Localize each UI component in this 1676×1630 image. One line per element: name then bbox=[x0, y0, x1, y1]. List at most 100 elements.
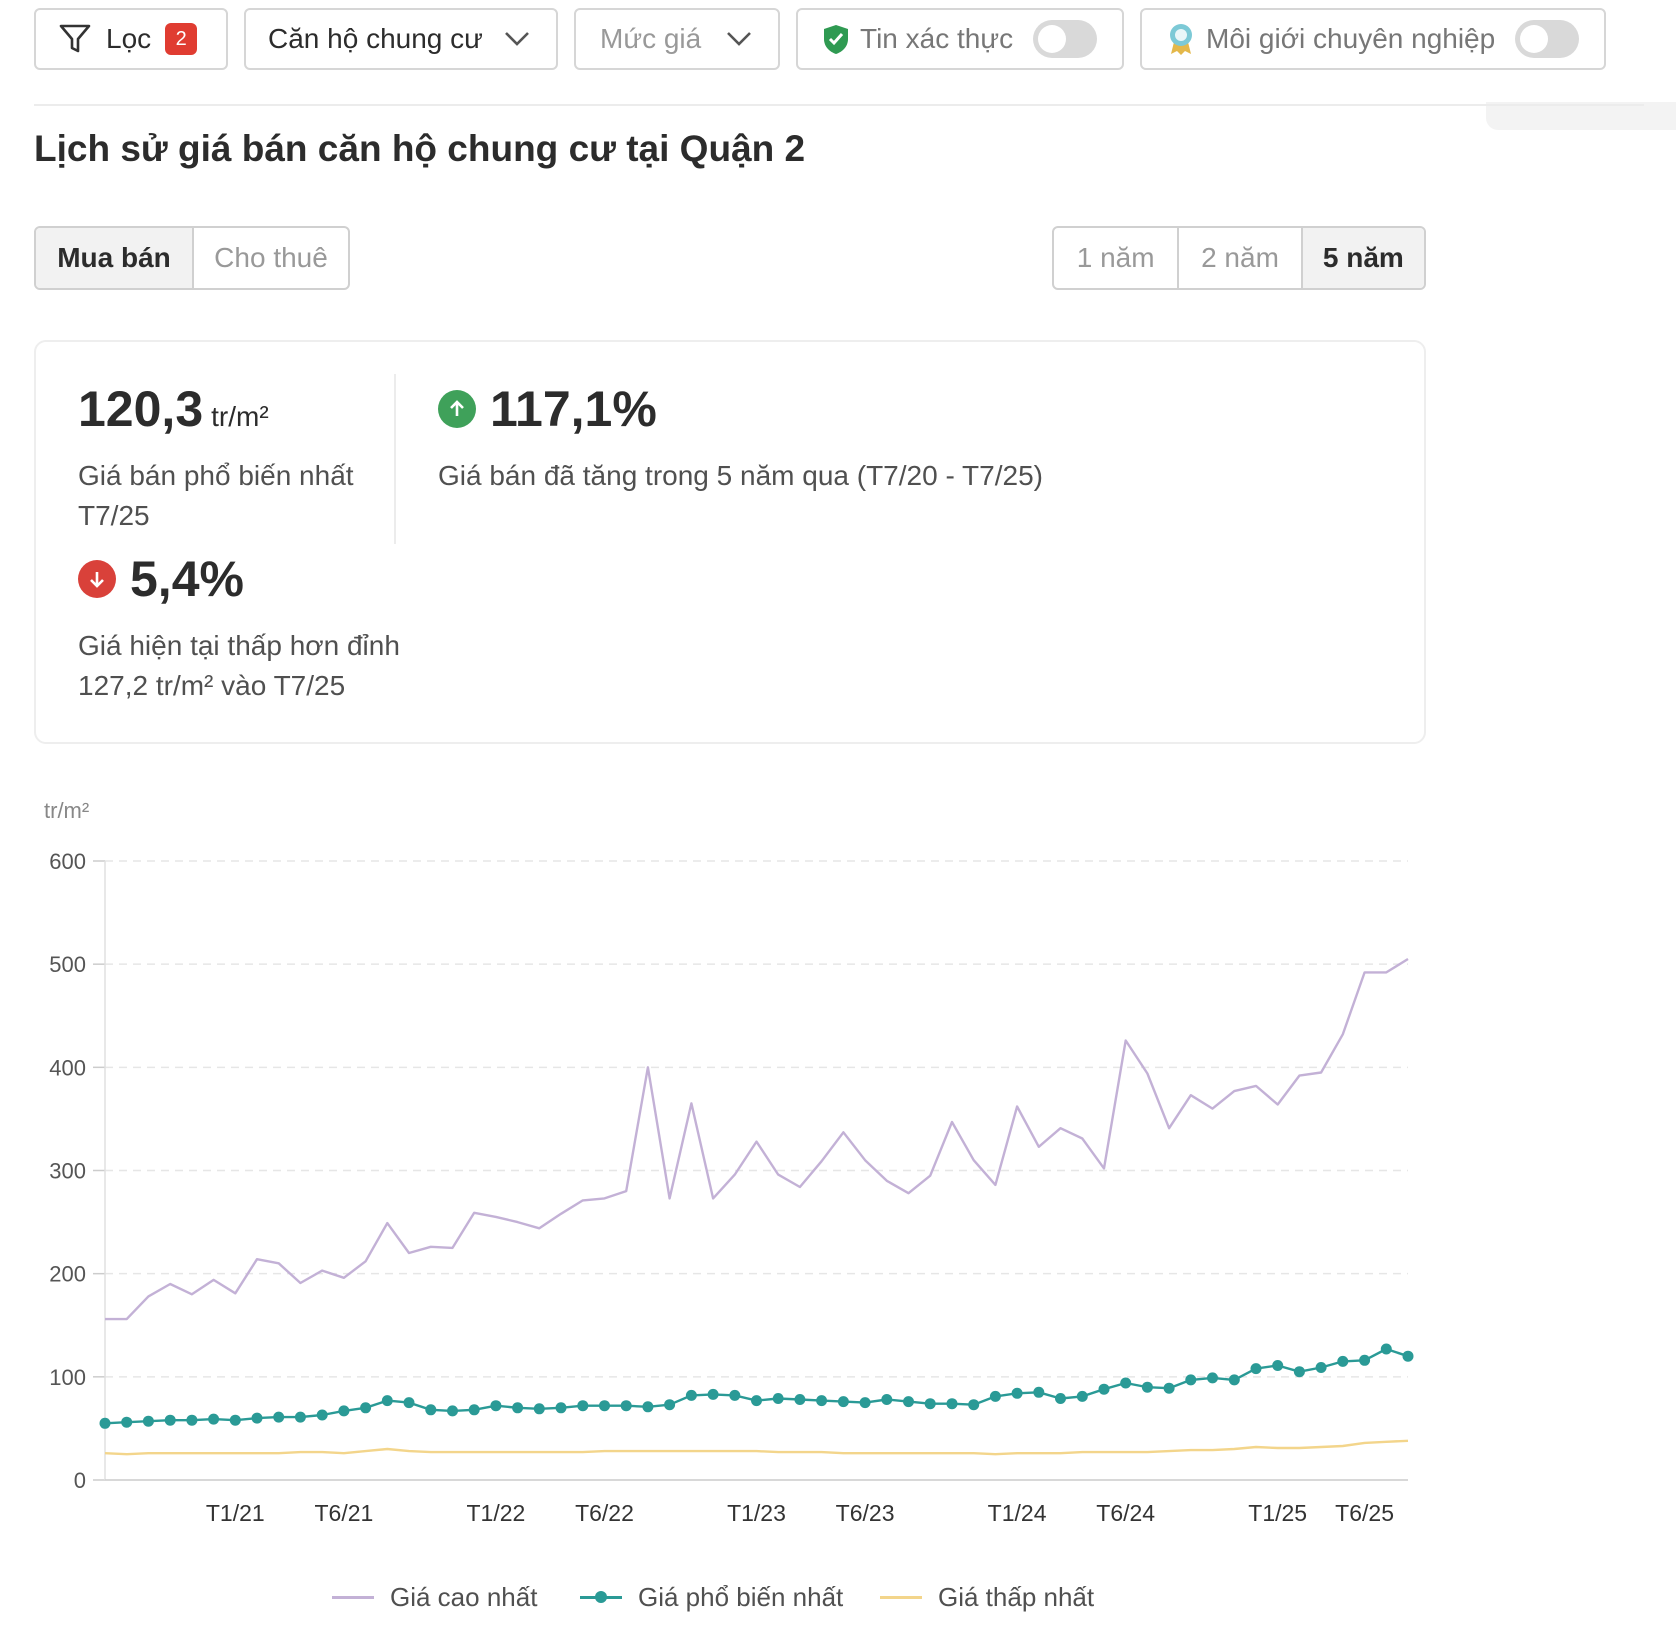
y-tick-label: 0 bbox=[74, 1468, 86, 1493]
x-tick-label: T1/21 bbox=[206, 1500, 265, 1526]
range-tabs: 1 năm 2 năm 5 năm bbox=[1052, 226, 1426, 290]
x-tick-label: T1/22 bbox=[466, 1500, 525, 1526]
legend-label-common: Giá phổ biến nhất bbox=[638, 1582, 844, 1612]
current-price-value: 120,3 bbox=[78, 381, 204, 437]
legend-line-low bbox=[880, 1596, 922, 1599]
tab-cho-thue[interactable]: Cho thuê bbox=[192, 228, 348, 288]
current-price-desc: Giá bán phổ biến nhất bbox=[78, 460, 354, 491]
data-point-common bbox=[924, 1398, 936, 1410]
tab-2-years[interactable]: 2 năm bbox=[1177, 228, 1300, 288]
x-tick-label: T1/25 bbox=[1248, 1500, 1307, 1526]
data-point-common bbox=[555, 1402, 567, 1414]
data-point-common bbox=[338, 1405, 350, 1417]
x-tick-label: T6/23 bbox=[836, 1500, 895, 1526]
drop-desc-2: 127,2 tr/m² vào T7/25 bbox=[78, 670, 346, 701]
legend-item-high[interactable]: Giá cao nhất bbox=[332, 1582, 537, 1613]
series-line-low bbox=[104, 1439, 1409, 1456]
data-point-common bbox=[99, 1417, 111, 1429]
data-point-common bbox=[816, 1395, 828, 1407]
data-point-common bbox=[1359, 1354, 1371, 1366]
shield-check-icon bbox=[822, 23, 850, 55]
data-point-common bbox=[968, 1399, 980, 1411]
data-point-common bbox=[1272, 1360, 1284, 1371]
data-point-common bbox=[490, 1400, 502, 1412]
filter-count-badge: 2 bbox=[165, 23, 198, 55]
legend-line-common bbox=[580, 1591, 622, 1603]
drop-block: 5,4% Giá hiện tại thấp hơn đỉnh 127,2 tr… bbox=[78, 550, 400, 706]
y-tick-label: 600 bbox=[49, 849, 86, 874]
data-point-common bbox=[186, 1414, 198, 1426]
series-line-high bbox=[105, 957, 1409, 1321]
data-point-common bbox=[533, 1403, 545, 1415]
stats-card: 120,3 tr/m² Giá bán phổ biến nhất T7/25 … bbox=[34, 340, 1426, 744]
data-point-common bbox=[208, 1413, 220, 1425]
data-point-common bbox=[273, 1411, 285, 1423]
data-point-common bbox=[142, 1415, 154, 1427]
current-price-block: 120,3 tr/m² Giá bán phổ biến nhất T7/25 bbox=[78, 380, 354, 536]
data-point-common bbox=[903, 1396, 914, 1408]
right-edge-panel bbox=[1486, 102, 1676, 130]
verified-label: Tin xác thực bbox=[860, 23, 1014, 54]
broker-toggle-filter[interactable]: Môi giới chuyên nghiệp bbox=[1140, 8, 1606, 70]
legend-item-low[interactable]: Giá thấp nhất bbox=[880, 1582, 1094, 1613]
data-point-common bbox=[685, 1389, 697, 1401]
data-point-common bbox=[729, 1389, 741, 1401]
data-point-common bbox=[294, 1411, 306, 1423]
x-tick-label: T1/23 bbox=[727, 1500, 786, 1526]
data-point-common bbox=[946, 1398, 958, 1410]
x-tick-label: T6/22 bbox=[575, 1500, 634, 1526]
data-point-common bbox=[251, 1412, 263, 1424]
data-point-common bbox=[1098, 1383, 1110, 1395]
verified-toggle-filter[interactable]: Tin xác thực bbox=[796, 8, 1124, 70]
property-type-select[interactable]: Căn hộ chung cư bbox=[244, 8, 558, 70]
data-point-common bbox=[1228, 1374, 1240, 1386]
tab-1-year[interactable]: 1 năm bbox=[1076, 242, 1155, 273]
y-tick-label: 400 bbox=[49, 1055, 86, 1080]
data-point-common bbox=[425, 1404, 437, 1416]
x-axis-labels: T1/21 T6/21 T1/22 T6/22 T1/23 T6/23 T1/24 T6/24… bbox=[206, 1500, 1394, 1526]
arrow-down-icon bbox=[78, 560, 116, 598]
x-tick-label: T6/25 bbox=[1335, 1500, 1394, 1526]
data-point-common bbox=[381, 1395, 393, 1407]
legend-line-high bbox=[332, 1596, 374, 1599]
data-point-common bbox=[468, 1404, 480, 1416]
chart-grid: 0 100 200 300 400 500 600 bbox=[49, 849, 1408, 1493]
x-tick-label: T6/24 bbox=[1096, 1500, 1155, 1526]
y-axis-unit: tr/m² bbox=[44, 798, 89, 823]
data-point-common bbox=[447, 1405, 458, 1417]
data-point-common bbox=[1293, 1366, 1305, 1378]
data-point-common bbox=[1120, 1377, 1132, 1389]
data-point-common bbox=[599, 1400, 610, 1412]
growth-block: 117,1% Giá bán đã tăng trong 5 năm qua (… bbox=[438, 380, 1043, 496]
data-point-common bbox=[664, 1399, 676, 1411]
verified-toggle[interactable] bbox=[1033, 20, 1098, 58]
chart-series bbox=[99, 957, 1414, 1456]
data-point-common bbox=[403, 1397, 415, 1409]
broker-label: Môi giới chuyên nghiệp bbox=[1206, 23, 1496, 54]
data-point-common bbox=[642, 1401, 654, 1413]
data-point-common bbox=[1141, 1381, 1153, 1393]
filter-button[interactable]: Lọc 2 bbox=[34, 8, 228, 70]
broker-toggle[interactable] bbox=[1515, 20, 1580, 58]
current-price-unit: tr/m² bbox=[211, 401, 269, 432]
series-line-common bbox=[104, 1347, 1409, 1425]
legend-item-common[interactable]: Giá phổ biến nhất bbox=[580, 1582, 843, 1613]
data-point-common bbox=[121, 1416, 133, 1428]
data-point-common bbox=[1011, 1387, 1023, 1399]
price-select[interactable]: Mức giá bbox=[574, 8, 780, 70]
legend-label-high: Giá cao nhất bbox=[390, 1582, 538, 1612]
drop-value: 5,4% bbox=[130, 551, 244, 607]
growth-value: 117,1% bbox=[490, 381, 657, 437]
page-title: Lịch sử giá bán căn hộ chung cư tại Quận… bbox=[34, 128, 806, 169]
tab-5-years[interactable]: 5 năm bbox=[1300, 228, 1424, 288]
legend-label-low: Giá thấp nhất bbox=[938, 1582, 1095, 1612]
data-point-common bbox=[1380, 1343, 1392, 1355]
data-point-common bbox=[229, 1414, 241, 1426]
chevron-down-icon bbox=[726, 31, 752, 47]
data-point-common bbox=[859, 1397, 871, 1409]
data-point-common bbox=[1055, 1393, 1066, 1404]
tab-mua-ban[interactable]: Mua bán bbox=[36, 228, 192, 288]
data-point-common bbox=[1076, 1390, 1088, 1402]
property-type-value: Căn hộ chung cư bbox=[268, 23, 483, 54]
data-point-common bbox=[164, 1414, 176, 1426]
